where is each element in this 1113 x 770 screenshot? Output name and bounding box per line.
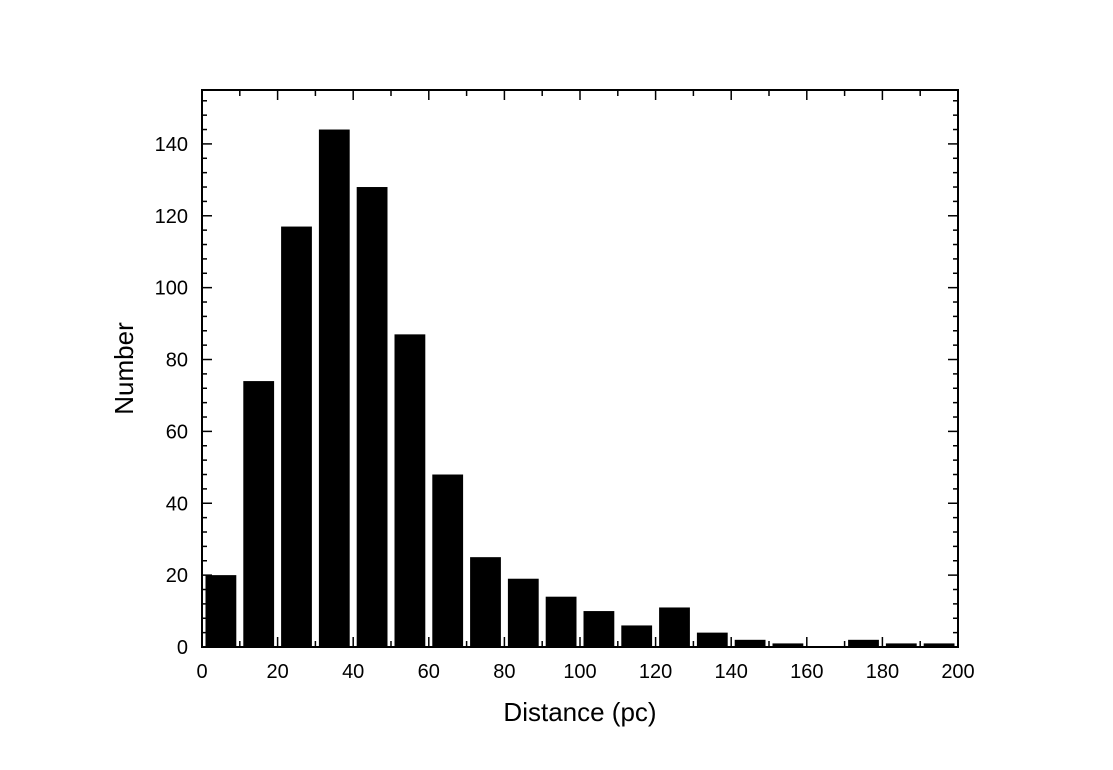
ticks-group bbox=[201, 90, 959, 648]
x-tick-label: 120 bbox=[639, 661, 672, 683]
x-tick-label: 200 bbox=[941, 661, 974, 683]
x-tick-label: 100 bbox=[563, 661, 596, 683]
x-tick-label: 40 bbox=[342, 661, 364, 683]
y-tick-label: 100 bbox=[155, 278, 188, 300]
y-tick-label: 40 bbox=[166, 493, 188, 515]
histogram-bar bbox=[885, 643, 917, 647]
histogram-bar bbox=[659, 607, 690, 647]
y-tick-label: 60 bbox=[166, 421, 188, 443]
y-tick-label: 80 bbox=[166, 350, 188, 372]
histogram-bar bbox=[356, 187, 388, 647]
x-tick-label: 180 bbox=[866, 661, 899, 683]
x-tick-label: 140 bbox=[715, 661, 748, 683]
histogram-bar bbox=[545, 596, 577, 647]
histogram-bar bbox=[394, 334, 426, 647]
histogram-bar bbox=[470, 557, 501, 647]
histogram-bar bbox=[696, 632, 728, 647]
x-tick-label: 20 bbox=[266, 661, 288, 683]
y-axis-title: Number bbox=[109, 322, 139, 415]
y-tick-label: 120 bbox=[155, 206, 188, 228]
plot-frame bbox=[201, 89, 959, 648]
x-tick-label: 60 bbox=[418, 661, 440, 683]
y-tick-label: 140 bbox=[155, 134, 188, 156]
histogram-bar bbox=[583, 611, 615, 647]
x-axis-title: Distance (pc) bbox=[503, 697, 656, 727]
y-tick-label: 0 bbox=[177, 637, 188, 659]
y-tick-label: 20 bbox=[166, 565, 188, 587]
bars-group bbox=[205, 129, 955, 647]
histogram-bar bbox=[432, 474, 464, 647]
histogram-bar bbox=[318, 129, 350, 647]
tick-labels-group: 0 20 40 60 80 100 120 140 160 180 200 0 20 40 60 80 100 1… bbox=[155, 134, 975, 683]
histogram-bar bbox=[848, 639, 879, 647]
histogram-bar bbox=[281, 226, 312, 647]
histogram-bar bbox=[923, 643, 955, 647]
x-tick-label: 0 bbox=[196, 661, 207, 683]
histogram-bar bbox=[621, 625, 653, 647]
histogram-bar bbox=[734, 639, 766, 647]
histogram-bar bbox=[243, 381, 275, 647]
x-tick-label: 80 bbox=[493, 661, 515, 683]
histogram-bar bbox=[772, 643, 804, 647]
histogram-bar bbox=[205, 575, 237, 647]
x-tick-label: 160 bbox=[790, 661, 823, 683]
histogram-bar bbox=[507, 578, 539, 647]
